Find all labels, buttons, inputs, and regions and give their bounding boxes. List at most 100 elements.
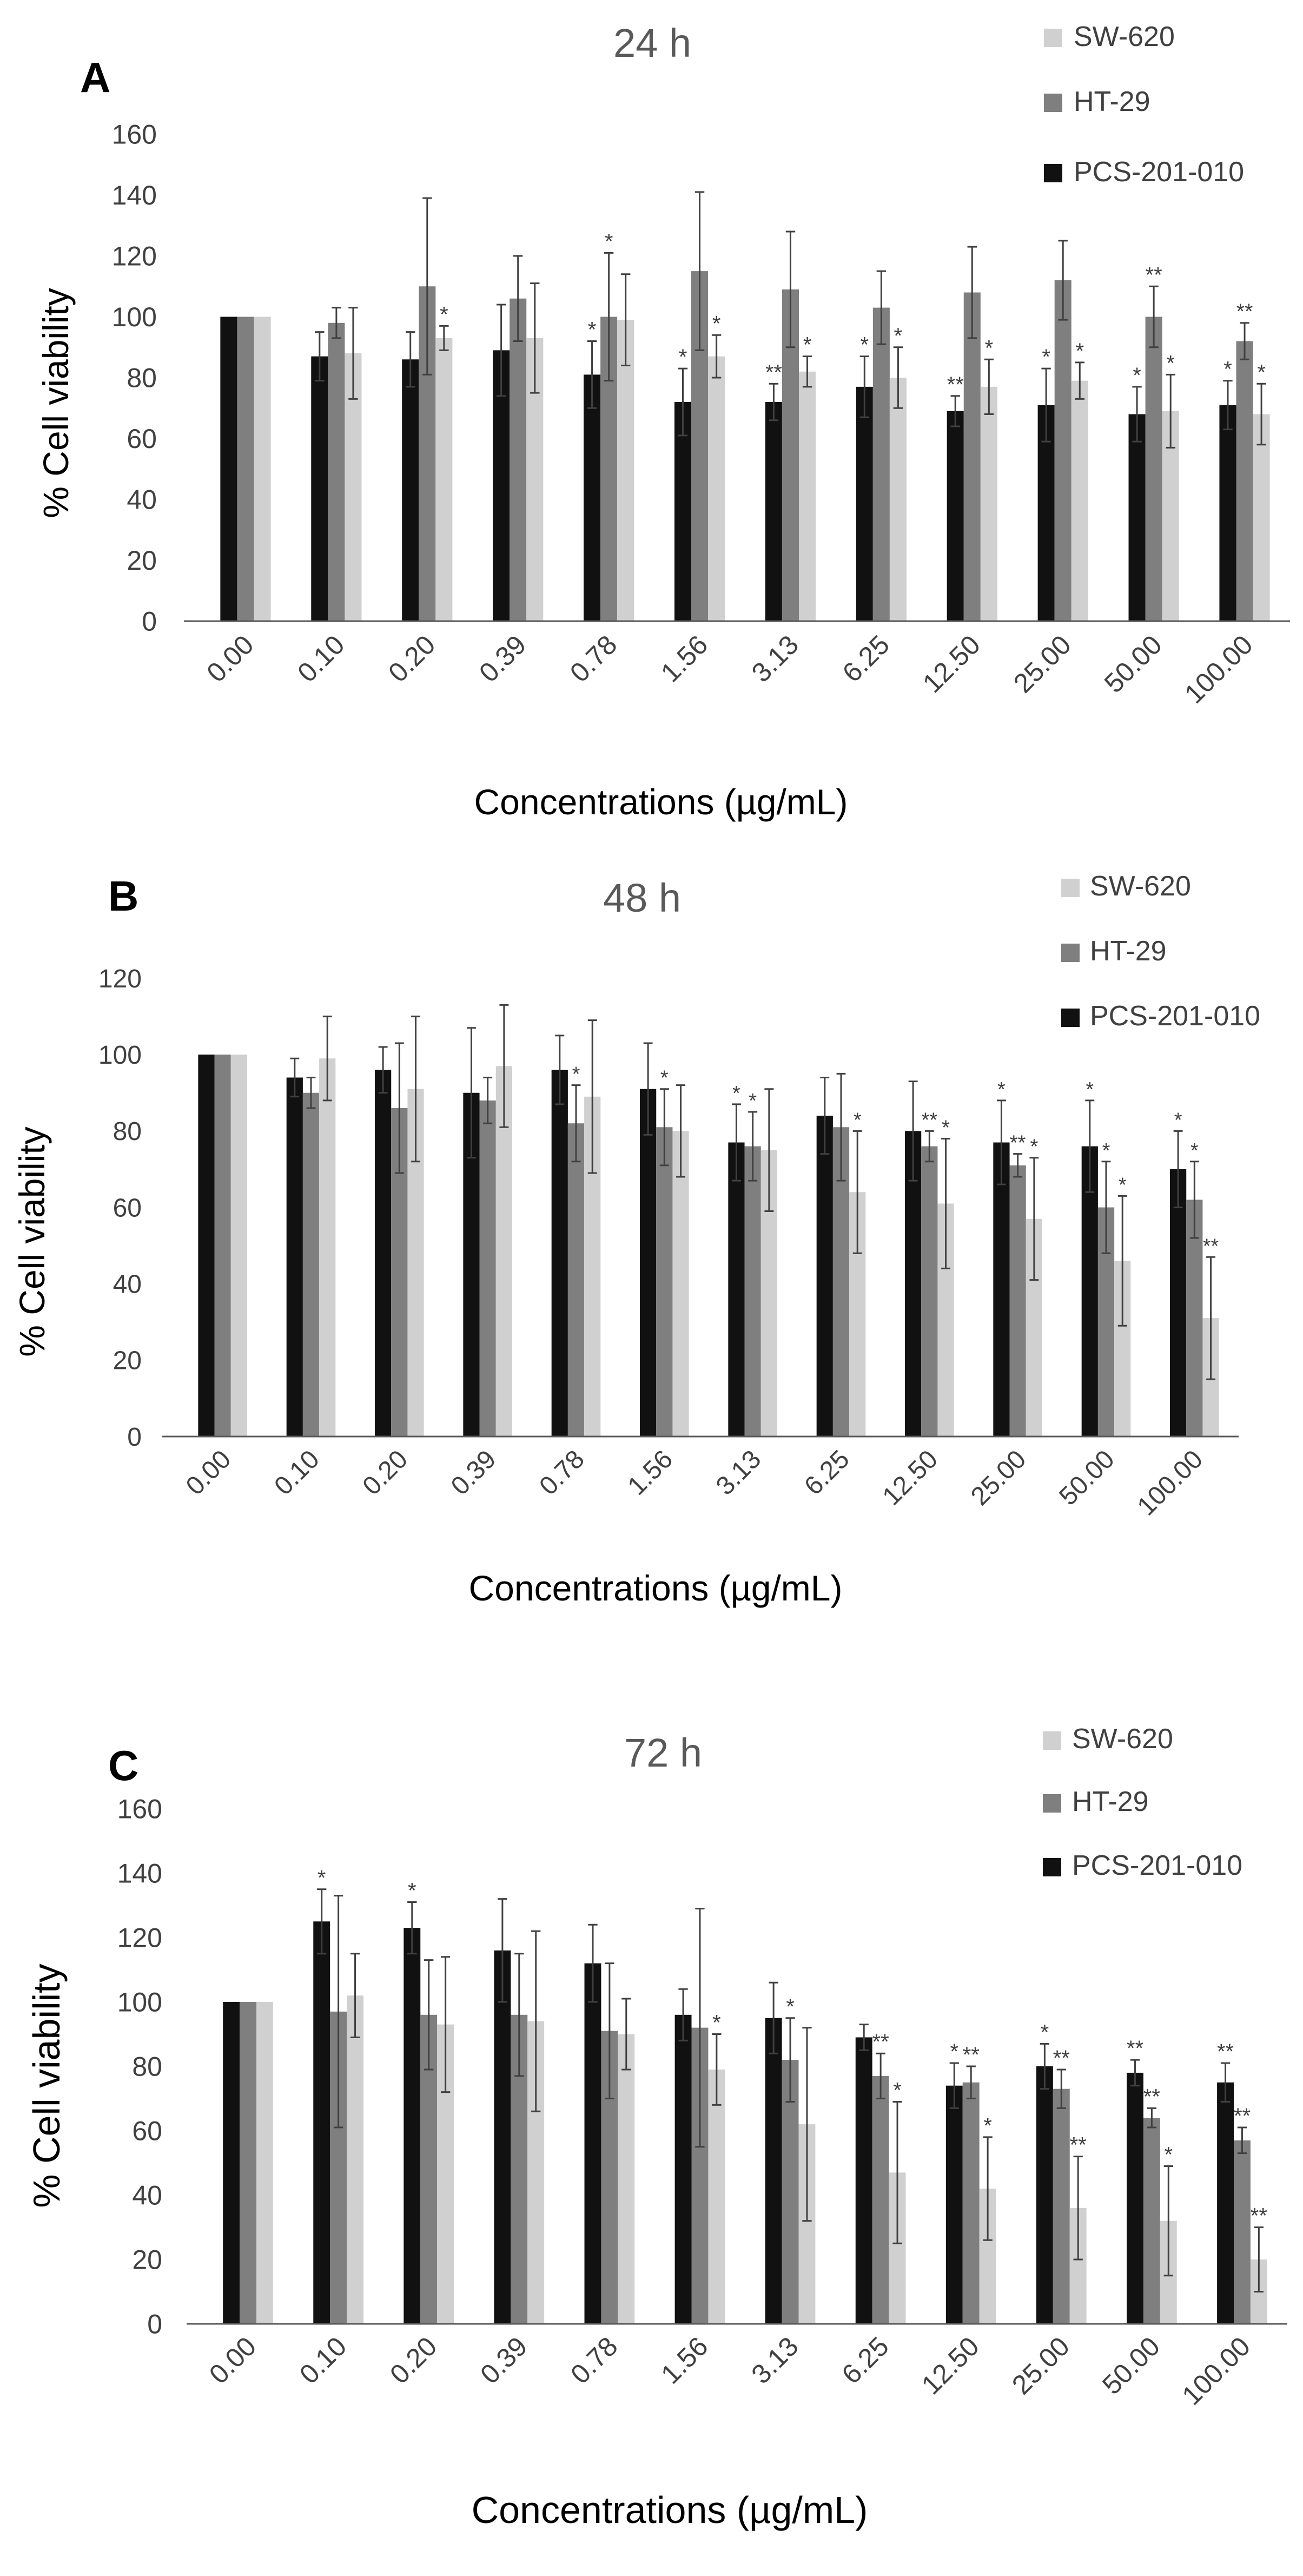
bar-pcs201010-0.00: [198, 1055, 215, 1437]
bar-sw620-0.10: [319, 1058, 336, 1437]
bar-sw620-1.56: [708, 2069, 725, 2324]
panel-a-letter: A: [80, 54, 110, 101]
bar-sw620-100.00: [1253, 414, 1270, 621]
significance-marker: *: [894, 324, 903, 348]
panel-a-legend: SW-620 HT-29 PCS-201-010: [1044, 21, 1244, 188]
bar-pcs201010-25.00: [993, 1142, 1010, 1437]
bar-sw620-0.00: [256, 2002, 273, 2324]
bar-pcs201010-3.13: [765, 402, 782, 621]
significance-marker: *: [1041, 2020, 1049, 2044]
x-tick-label: 12.50: [917, 629, 986, 699]
x-tick-label: 0.78: [564, 629, 623, 688]
significance-marker: *: [786, 1995, 795, 2019]
legend-swatch-sw620: [1061, 879, 1080, 897]
x-tick-label: 0.78: [565, 2331, 623, 2389]
significance-marker: **: [963, 2043, 980, 2067]
y-tick-label: 120: [98, 965, 142, 993]
y-tick-label: 40: [127, 485, 157, 515]
significance-marker: **: [765, 360, 782, 384]
bar-ht29-100.00: [1234, 2140, 1251, 2324]
significance-marker: *: [1119, 1174, 1127, 1196]
legend-swatch-sw620: [1043, 1731, 1061, 1750]
significance-marker: *: [1086, 1078, 1094, 1101]
bar-pcs201010-25.00: [1036, 2066, 1053, 2324]
legend-label-ht29: HT-29: [1074, 86, 1150, 117]
bar-ht29-25.00: [1053, 2089, 1070, 2324]
bar-ht29-100.00: [1236, 341, 1253, 621]
bar-ht29-25.00: [1054, 280, 1071, 621]
x-tick-label: 0.00: [181, 1445, 237, 1501]
bar-pcs201010-1.56: [674, 2014, 692, 2324]
significance-marker: *: [605, 229, 613, 253]
x-tick-label: 1.56: [655, 629, 713, 688]
y-tick-label: 120: [117, 1923, 162, 1953]
x-tick-label: 0.39: [446, 1445, 502, 1501]
panel-b-title: 48 h: [603, 875, 681, 920]
bar-pcs201010-0.78: [551, 1070, 568, 1437]
bar-ht29-0.10: [328, 322, 345, 621]
bar-pcs201010-100.00: [1170, 1169, 1187, 1437]
legend-label-pcs: PCS-201-010: [1090, 1000, 1260, 1032]
significance-marker: *: [572, 1063, 580, 1086]
significance-marker: *: [1166, 351, 1175, 375]
panel-c-title: 72 h: [624, 1730, 702, 1775]
bar-sw620-0.10: [347, 1995, 363, 2324]
x-tick-label: 0.00: [203, 2331, 262, 2389]
significance-marker: *: [985, 336, 994, 360]
x-tick-label: 50.00: [1099, 629, 1168, 699]
x-tick-label: 0.20: [358, 1445, 414, 1501]
bar-pcs201010-100.00: [1219, 405, 1236, 621]
bar-sw620-3.13: [798, 371, 816, 621]
x-tick-label: 6.25: [837, 629, 895, 688]
panel-c-legend: SW-620 HT-29 PCS-201-010: [1043, 1723, 1242, 1881]
significance-marker: *: [318, 1866, 326, 1890]
panel-b-letter: B: [108, 872, 138, 920]
bar-pcs201010-6.25: [816, 1116, 833, 1437]
significance-marker: *: [942, 1116, 950, 1139]
bar-sw620-0.00: [254, 317, 271, 621]
significance-marker: *: [712, 312, 721, 335]
bar-sw620-0.78: [617, 320, 634, 621]
x-tick-label: 6.25: [799, 1445, 855, 1501]
bar-ht29-6.25: [872, 2076, 889, 2324]
y-tick-label: 100: [117, 1987, 162, 2018]
x-tick-label: 12.50: [877, 1445, 943, 1511]
y-tick-label: 80: [127, 363, 157, 393]
significance-marker: *: [1075, 339, 1084, 363]
bar-ht29-3.13: [782, 2060, 799, 2324]
panel-b-ylabel: % Cell viability: [12, 1126, 52, 1356]
legend-label-ht29: HT-29: [1072, 1786, 1149, 1817]
panel-a-title: 24 h: [613, 21, 691, 65]
x-tick-label: 0.39: [473, 629, 532, 688]
significance-marker: *: [1042, 345, 1050, 369]
y-tick-label: 140: [117, 1859, 162, 1889]
bar-sw620-25.00: [1071, 380, 1088, 621]
y-tick-label: 0: [147, 2309, 162, 2340]
bar-ht29-3.13: [744, 1146, 761, 1437]
bar-pcs201010-12.50: [947, 411, 964, 621]
bar-pcs201010-6.25: [855, 2037, 872, 2324]
significance-marker: *: [1223, 358, 1232, 381]
significance-marker: *: [1133, 364, 1141, 387]
x-tick-label: 0.20: [384, 2331, 442, 2389]
bar-sw620-0.00: [230, 1055, 247, 1437]
legend-swatch-pcs: [1044, 164, 1062, 182]
y-tick-label: 140: [112, 180, 157, 210]
y-tick-label: 60: [132, 2116, 162, 2146]
bar-pcs201010-0.10: [286, 1077, 303, 1437]
bar-pcs201010-0.20: [404, 1928, 421, 2324]
significance-marker: *: [588, 318, 597, 342]
bar-ht29-6.25: [872, 307, 890, 621]
bar-pcs201010-0.20: [375, 1070, 392, 1437]
panel-c-xlabel: Concentrations (µg/mL): [472, 2489, 868, 2531]
bar-pcs201010-100.00: [1217, 2082, 1234, 2324]
x-tick-label: 1.56: [655, 2331, 713, 2389]
x-tick-label: 1.56: [623, 1445, 679, 1501]
bar-ht29-12.50: [962, 2082, 980, 2324]
y-tick-label: 0: [127, 1423, 142, 1452]
significance-marker: *: [732, 1082, 740, 1105]
y-tick-label: 20: [132, 2245, 162, 2275]
x-tick-label: 0.10: [294, 2331, 352, 2389]
